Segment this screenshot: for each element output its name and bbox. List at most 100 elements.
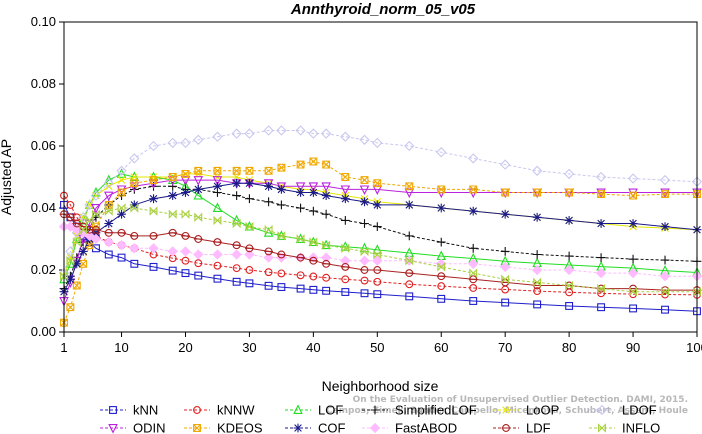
data-point-odin — [103, 191, 114, 202]
data-point-kdeos — [309, 157, 318, 166]
legend: kNN kNNW LOF SimplifiedLOF LoOP LDOF ODIN KDEOS… — [100, 403, 660, 434]
data-point-simplifiedlof — [360, 219, 369, 228]
data-point-inflo — [533, 277, 542, 288]
data-point-kdeos — [322, 160, 331, 169]
data-point-knn — [661, 305, 669, 314]
legend-marker-ldf — [501, 424, 511, 432]
data-point-kdeos — [296, 160, 305, 169]
data-point-knn — [181, 269, 190, 278]
data-point-knn — [264, 281, 273, 290]
data-point-kdeos — [149, 176, 158, 185]
data-point-kdeos — [565, 188, 574, 197]
data-point-kdeos — [501, 188, 510, 197]
data-point-kdeos — [264, 166, 273, 175]
legend-item-odin: ODIN — [100, 421, 166, 434]
data-point-inflo — [322, 240, 331, 250]
data-point-ldf — [129, 232, 139, 240]
data-point-knnw — [469, 284, 478, 292]
data-point-knn — [405, 292, 414, 301]
data-point-ldof — [263, 125, 274, 136]
data-point-cof — [245, 178, 254, 188]
data-point-kdeos — [194, 166, 203, 175]
y-tick-label: 0.10 — [31, 14, 56, 29]
data-point-simplifiedlof — [532, 250, 542, 259]
data-point-ldf — [321, 259, 331, 268]
data-point-simplifiedlof — [372, 222, 382, 231]
legend-item-kdeos: KDEOS — [184, 421, 263, 434]
data-point-simplifiedlof — [321, 209, 331, 219]
data-point-inflo — [245, 221, 254, 232]
legend-item-ldf: LDF — [493, 421, 551, 434]
data-point-fastabod — [263, 252, 274, 263]
data-point-simplifiedlof — [436, 237, 446, 247]
data-point-kdeos — [373, 179, 382, 188]
data-point-fastabod — [340, 255, 351, 266]
data-point-knnw — [245, 266, 254, 274]
data-point-knn — [130, 259, 139, 268]
data-point-kdeos — [117, 188, 126, 197]
data-point-odin — [404, 188, 415, 199]
series-line-lof — [63, 173, 698, 280]
data-point-cof — [181, 188, 190, 197]
data-point-lof — [321, 239, 331, 250]
data-point-kdeos — [661, 190, 669, 198]
data-point-fastabod — [320, 252, 332, 263]
series-fastabod — [58, 221, 702, 282]
data-point-inflo — [296, 234, 305, 244]
data-point-ldf — [213, 238, 222, 246]
data-point-fastabod — [180, 246, 191, 257]
data-point-simplifiedlof — [596, 253, 606, 262]
data-point-ldof — [659, 174, 671, 186]
data-point-ldf — [232, 241, 242, 250]
data-point-ldf — [65, 213, 75, 222]
legend-marker-kdeos — [193, 424, 201, 432]
data-point-cof — [168, 191, 178, 200]
data-point-inflo — [130, 203, 139, 213]
data-point-inflo — [168, 209, 177, 219]
plot-area — [58, 125, 702, 327]
legend-item-knnw: kNNW — [184, 403, 255, 418]
x-tick-label: 30 — [242, 340, 256, 355]
data-point-lof — [372, 244, 383, 254]
legend-item-fastabod: FastABOD — [362, 421, 457, 434]
data-point-knnw — [341, 275, 350, 284]
x-tick-label: 20 — [178, 340, 192, 355]
data-point-knnw — [264, 268, 273, 277]
data-point-knn — [296, 284, 305, 293]
data-point-inflo — [213, 215, 222, 226]
series-line-ldf — [63, 213, 697, 291]
data-point-simplifiedlof — [500, 247, 510, 256]
data-point-ldof — [193, 134, 204, 145]
x-tick-label: 1 — [60, 340, 67, 355]
legend-label-odin: ODIN — [133, 421, 166, 434]
data-point-lof — [193, 189, 204, 200]
x-tick-label: 90 — [626, 340, 640, 355]
data-point-fastabod — [116, 240, 127, 251]
legend-marker-inflo — [598, 423, 606, 433]
data-point-cof — [660, 222, 670, 231]
data-point-ldof — [595, 171, 607, 183]
data-point-ldf — [104, 228, 114, 237]
data-point-ldf — [296, 253, 305, 262]
data-point-odin — [660, 188, 670, 199]
data-point-kdeos — [405, 182, 414, 191]
data-point-ldf — [308, 256, 318, 265]
data-point-ldf — [168, 228, 178, 237]
data-point-knnw — [373, 277, 382, 286]
data-point-fastabod — [90, 233, 102, 245]
data-point-odin — [372, 185, 383, 196]
data-point-ldf — [360, 266, 369, 274]
data-point-cof — [596, 219, 606, 228]
data-point-ldf — [117, 228, 126, 237]
data-point-ldof — [468, 153, 479, 164]
data-point-inflo — [66, 255, 75, 266]
data-point-knnw — [213, 261, 222, 270]
data-point-ldof — [129, 153, 140, 164]
data-point-knnw — [181, 256, 190, 265]
data-point-odin — [212, 176, 223, 186]
data-point-inflo — [92, 209, 100, 219]
data-point-simplifiedlof — [660, 255, 670, 265]
legend-label-kdeos: KDEOS — [217, 421, 263, 434]
x-tick-label: 40 — [306, 340, 320, 355]
data-point-knn — [341, 288, 350, 296]
